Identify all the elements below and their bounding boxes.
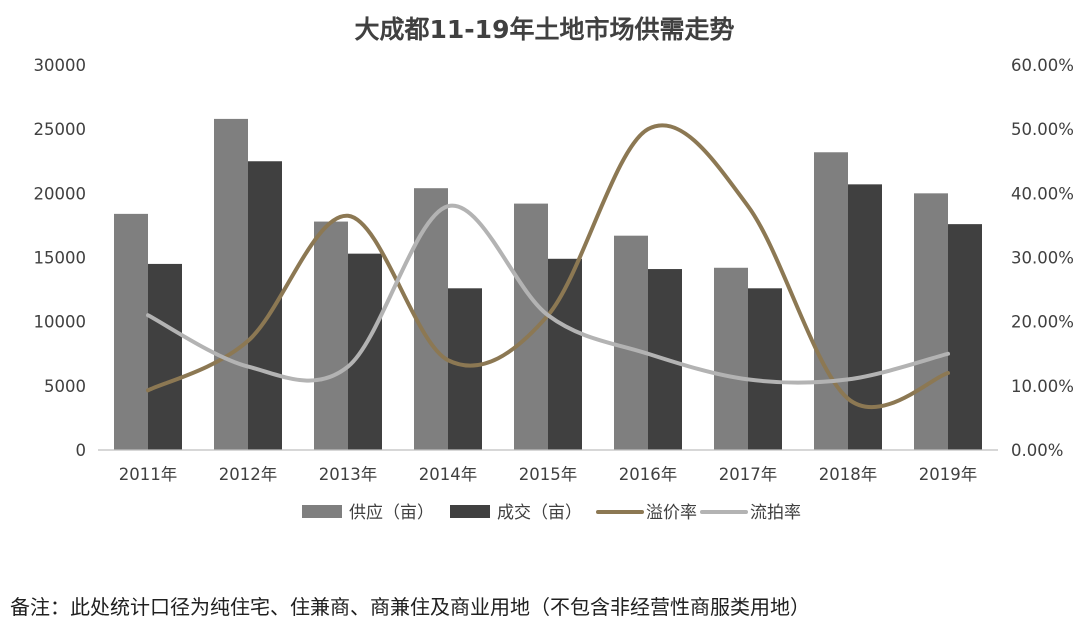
x-tick-label: 2016年 — [619, 465, 678, 484]
legend-label: 供应（亩） — [349, 503, 434, 523]
legend-label: 流拍率 — [750, 503, 801, 523]
bar-supply — [214, 118, 248, 451]
y-right-tick-label: 50.00% — [1011, 120, 1074, 139]
y-right-tick-label: 10.00% — [1011, 377, 1074, 396]
x-tick-label: 2011年 — [119, 465, 178, 484]
x-tick-label: 2014年 — [419, 465, 478, 484]
bar-deal — [948, 224, 982, 450]
legend-swatch — [450, 505, 490, 518]
footnote: 备注：此处统计口径为纯住宅、住兼商、商兼住及商业用地（不包含非经营性商服类用地） — [10, 595, 810, 619]
y-left-tick-label: 30000 — [34, 56, 87, 75]
y-right-tick-label: 20.00% — [1011, 313, 1074, 332]
y-left-tick-label: 5000 — [44, 377, 86, 396]
bar-supply — [314, 221, 348, 450]
legend-label: 溢价率 — [646, 503, 697, 523]
x-tick-label: 2017年 — [719, 465, 778, 484]
chart-title: 大成都11-19年土地市场供需走势 — [354, 15, 735, 44]
bar-supply — [914, 193, 948, 451]
bar-deal — [348, 253, 382, 450]
bar-supply — [614, 235, 648, 450]
x-tick-label: 2013年 — [319, 465, 378, 484]
x-tick-label: 2012年 — [219, 465, 278, 484]
bar-deal — [748, 288, 782, 450]
bar-supply — [814, 152, 848, 450]
y-left-tick-label: 10000 — [34, 313, 87, 332]
bar-supply — [714, 267, 748, 450]
chart: 0 5000 10000 15000 20000 25000 30000 0.00% 10.0… — [34, 56, 1074, 523]
failed-auction-rate-line — [146, 203, 950, 385]
y-left-tick-label: 15000 — [34, 249, 87, 268]
y-right-tick-label: 40.00% — [1011, 184, 1074, 203]
y-left-tick-label: 25000 — [34, 120, 87, 139]
y-right-tick-label: 30.00% — [1011, 249, 1074, 268]
y-right-tick-label: 60.00% — [1011, 56, 1074, 75]
legend-swatch — [302, 505, 342, 518]
y-left-tick-label: 0 — [76, 441, 87, 460]
bar-supply — [514, 203, 548, 450]
bar-deal — [448, 288, 482, 450]
y-left-tick-label: 20000 — [34, 184, 87, 203]
x-tick-label: 2015年 — [519, 465, 578, 484]
x-tick-label: 2018年 — [819, 465, 878, 484]
premium-rate-line — [146, 123, 950, 409]
legend-label: 成交（亩） — [497, 503, 582, 523]
bar-deal — [148, 263, 182, 450]
y-right-tick-label: 0.00% — [1011, 441, 1063, 460]
bar-supply — [114, 213, 148, 450]
x-tick-label: 2019年 — [919, 465, 978, 484]
bar-supply — [414, 188, 448, 450]
bar-deal — [848, 184, 882, 450]
